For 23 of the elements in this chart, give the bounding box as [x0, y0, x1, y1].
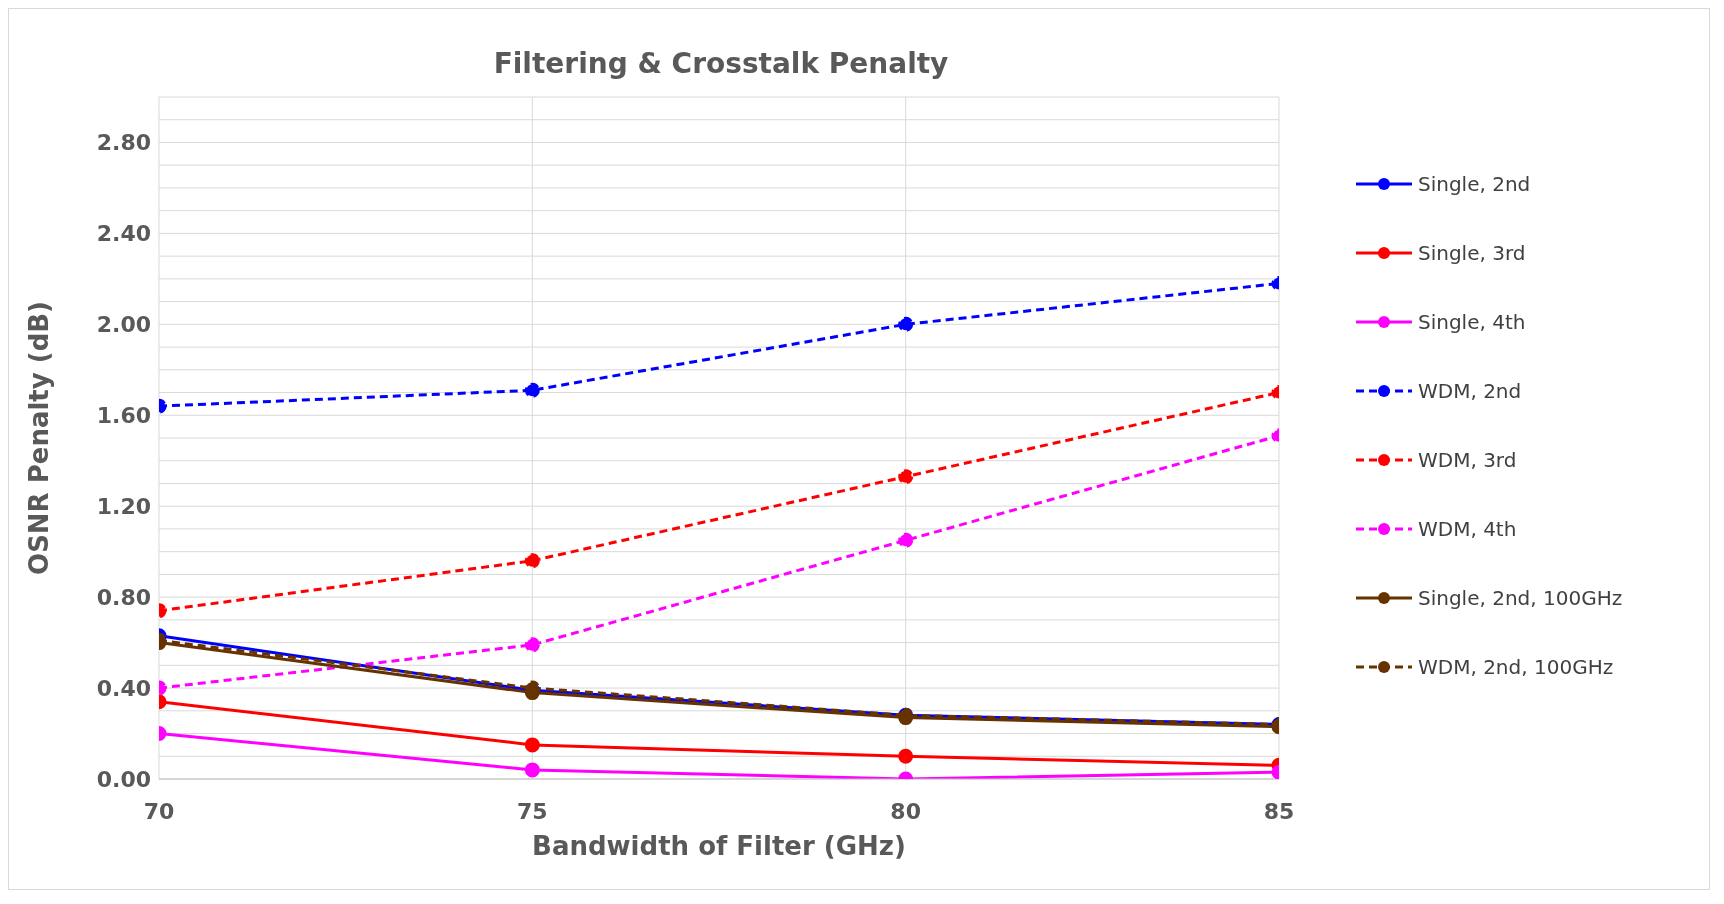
y-tick-label: 2.80: [96, 130, 151, 156]
chart-title: Filtering & Crosstalk Penalty: [492, 47, 950, 80]
x-tick-label: 70: [143, 798, 175, 824]
x-tick-label: 75: [517, 798, 548, 824]
y-axis-title: OSNR Penalty (dB): [24, 301, 55, 575]
y-tick-label: 0.80: [96, 584, 151, 610]
x-tick-label: 85: [1263, 798, 1295, 824]
legend-label: WDM, 4th: [1418, 516, 1517, 541]
legend-label: WDM, 2nd, 100GHz: [1418, 654, 1614, 679]
y-tick-label: 2.00: [96, 312, 151, 338]
y-tick-label: 0.40: [96, 675, 151, 701]
legend-label: WDM, 3rd: [1418, 447, 1517, 472]
y-tick-label: 1.20: [96, 494, 151, 520]
legend-label: Single, 2nd, 100GHz: [1418, 585, 1623, 610]
legend-label: WDM, 2nd: [1418, 378, 1522, 403]
legend-label: Single, 3rd: [1418, 240, 1526, 265]
x-axis-title: Bandwidth of Filter (GHz): [532, 831, 906, 861]
legend-label: Single, 4th: [1418, 309, 1526, 334]
y-tick-label: 0.00: [96, 766, 151, 792]
y-tick-label: 1.60: [96, 403, 151, 429]
y-tick-label: 2.40: [96, 221, 151, 247]
legend-label: Single, 2nd: [1418, 171, 1531, 196]
x-tick-label: 80: [890, 798, 921, 824]
